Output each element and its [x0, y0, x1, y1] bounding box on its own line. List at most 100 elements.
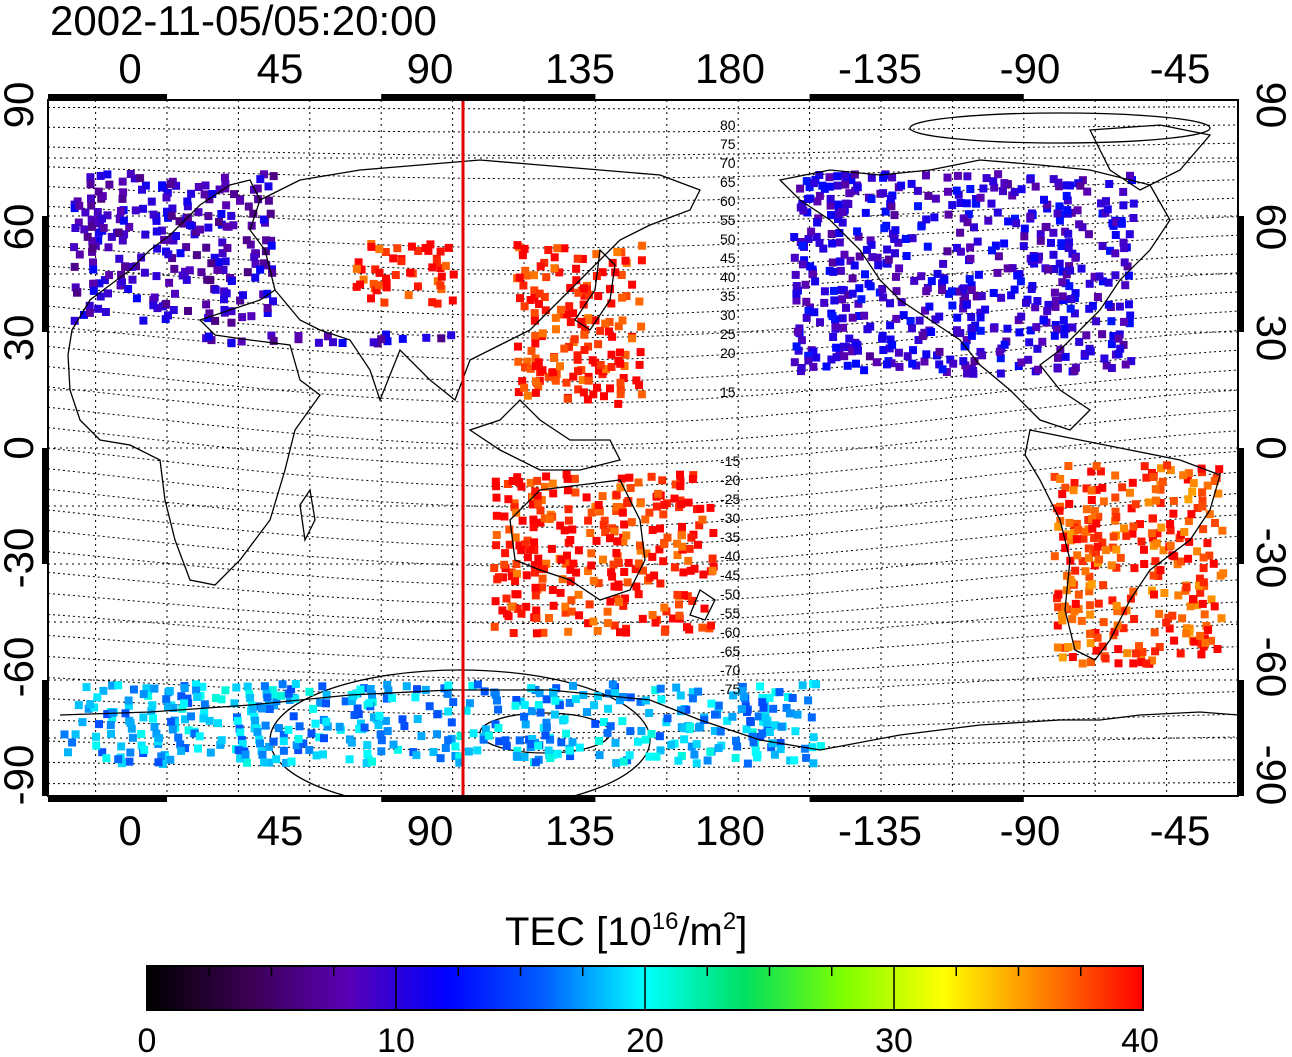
tec-cell	[1026, 326, 1035, 335]
tec-cell	[1215, 465, 1224, 474]
tec-cell	[1155, 643, 1164, 651]
tec-cell	[768, 739, 777, 748]
contour-value-label: -60	[720, 624, 740, 640]
tec-cell	[92, 732, 100, 741]
tec-cell	[1087, 486, 1096, 495]
tec-cell	[683, 623, 691, 632]
tec-cell	[1198, 488, 1207, 497]
tec-cell	[545, 515, 554, 523]
tec-cell	[672, 683, 681, 692]
tec-cell	[449, 698, 458, 707]
tec-cell	[534, 358, 543, 367]
tec-cell	[404, 291, 413, 300]
tec-cell	[835, 229, 844, 237]
tec-cell	[908, 359, 917, 368]
tec-cell	[1068, 615, 1077, 624]
tec-cell	[908, 324, 916, 333]
tec-cell	[914, 202, 922, 211]
tec-cell	[542, 559, 551, 568]
tec-cell	[579, 300, 588, 309]
tec-cell	[388, 694, 397, 702]
tec-cell	[322, 699, 330, 708]
tec-cell	[502, 594, 511, 603]
magnetic-contour-line	[48, 106, 1238, 110]
tec-cell	[140, 268, 149, 277]
tec-cell	[550, 710, 559, 719]
tec-cell	[595, 736, 603, 745]
colorbar-title-exp1: 16	[652, 908, 679, 935]
tec-cell	[393, 244, 402, 253]
tec-cell	[1205, 510, 1214, 519]
tec-cell	[994, 252, 1003, 261]
tec-cell	[167, 717, 176, 726]
tec-cell	[545, 614, 553, 622]
tec-cell	[1055, 216, 1064, 225]
tec-cell	[1069, 486, 1078, 495]
tec-cell	[1088, 514, 1097, 523]
tec-cell	[829, 286, 838, 295]
tec-cell	[565, 342, 573, 351]
tec-cell	[526, 364, 535, 373]
tec-cell	[1169, 509, 1178, 518]
tec-cell	[828, 258, 837, 267]
tec-cell	[534, 554, 543, 563]
tec-cell	[1064, 462, 1073, 470]
tec-cell	[71, 224, 80, 232]
tec-cell	[184, 699, 193, 708]
tec-cell	[383, 727, 392, 736]
tec-cell	[75, 201, 84, 210]
tec-cell	[92, 741, 101, 750]
tec-cell	[1129, 522, 1138, 531]
tec-cell	[94, 187, 103, 196]
tec-cell	[1050, 472, 1059, 481]
tec-cell	[144, 691, 153, 700]
tec-cell	[455, 752, 464, 761]
tec-cell	[1033, 297, 1042, 305]
tec-cell	[1176, 649, 1185, 658]
tec-cell	[927, 277, 936, 286]
tec-cell	[1088, 524, 1097, 533]
colorbar-tick-label: 0	[138, 1022, 157, 1057]
tec-cell	[294, 746, 303, 755]
tec-cell	[680, 591, 689, 600]
tec-cell	[1064, 229, 1073, 238]
tec-cell	[1147, 529, 1156, 538]
tec-cell	[607, 299, 616, 308]
tec-cell	[369, 279, 378, 288]
tec-cell	[433, 299, 442, 308]
tec-cell	[637, 322, 646, 331]
tec-cell	[732, 736, 740, 745]
tec-cell	[899, 311, 908, 320]
tec-cell	[557, 738, 566, 747]
tec-cell	[595, 751, 604, 760]
tec-cell	[1177, 557, 1185, 566]
tec-cell	[546, 735, 555, 744]
tec-cell	[1063, 530, 1072, 539]
tec-cell	[694, 723, 703, 732]
top-lon-label: 0	[118, 45, 141, 92]
tec-cell	[972, 199, 981, 208]
tec-cell	[618, 293, 627, 302]
tec-cell	[1166, 526, 1175, 535]
tec-cell	[738, 687, 747, 696]
tec-cell	[1063, 196, 1072, 205]
tec-cell	[338, 339, 347, 347]
tec-cell	[616, 483, 625, 492]
tec-cell	[802, 177, 811, 186]
tec-cell	[634, 737, 642, 746]
tec-cell	[881, 171, 889, 180]
tec-cell	[238, 739, 247, 748]
tec-cell	[99, 224, 108, 232]
tec-cell	[807, 227, 816, 236]
tec-cell	[586, 529, 595, 537]
tec-cell	[660, 603, 669, 612]
tec-cell	[765, 728, 774, 736]
tec-cell	[192, 227, 200, 236]
tec-cell	[202, 300, 211, 309]
tec-cell	[568, 525, 577, 534]
tec-cell	[573, 351, 582, 360]
tec-cell	[118, 194, 127, 203]
tec-cell	[107, 232, 116, 241]
tec-cell	[1119, 187, 1128, 196]
tec-cell	[556, 521, 565, 530]
